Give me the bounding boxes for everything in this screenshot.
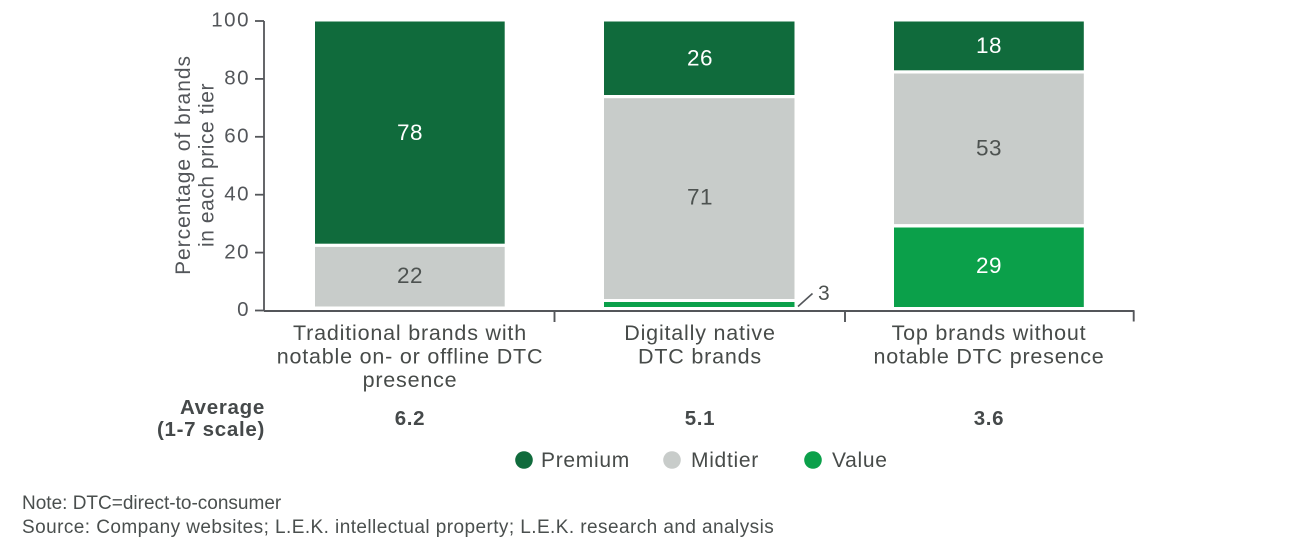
- svg-text:Value: Value: [832, 449, 888, 472]
- svg-text:Traditional brands with: Traditional brands with: [293, 321, 527, 345]
- svg-text:29: 29: [976, 253, 1002, 278]
- svg-text:3.6: 3.6: [974, 407, 1005, 430]
- svg-text:notable DTC presence: notable DTC presence: [873, 345, 1104, 369]
- svg-text:Digitally native: Digitally native: [624, 321, 775, 345]
- svg-text:Source: Company websites; L.E.: Source: Company websites; L.E.K. intelle…: [22, 517, 774, 538]
- svg-text:(1-7 scale): (1-7 scale): [157, 418, 265, 441]
- svg-text:Top brands without: Top brands without: [892, 321, 1087, 345]
- svg-text:26: 26: [687, 46, 713, 71]
- svg-text:3: 3: [818, 282, 830, 305]
- svg-text:Percentage of brands: Percentage of brands: [172, 55, 195, 275]
- svg-text:presence: presence: [363, 368, 458, 392]
- svg-text:78: 78: [397, 120, 423, 145]
- svg-text:100: 100: [211, 9, 250, 32]
- svg-text:Average: Average: [180, 396, 265, 419]
- svg-text:in each price tier: in each price tier: [196, 83, 219, 247]
- svg-text:Note: DTC=direct-to-consumer: Note: DTC=direct-to-consumer: [22, 493, 282, 514]
- svg-text:40: 40: [224, 182, 250, 205]
- svg-text:0: 0: [237, 298, 250, 321]
- svg-text:Premium: Premium: [541, 449, 630, 472]
- svg-text:22: 22: [397, 263, 423, 288]
- svg-text:18: 18: [976, 33, 1002, 58]
- svg-text:DTC brands: DTC brands: [638, 345, 762, 369]
- svg-text:6.2: 6.2: [395, 407, 426, 430]
- svg-text:53: 53: [976, 136, 1002, 161]
- svg-text:Midtier: Midtier: [691, 449, 759, 472]
- svg-text:notable on- or offline DTC: notable on- or offline DTC: [277, 345, 544, 369]
- svg-text:5.1: 5.1: [685, 407, 716, 430]
- svg-text:71: 71: [687, 185, 713, 210]
- svg-text:80: 80: [224, 67, 250, 90]
- svg-text:60: 60: [224, 125, 250, 148]
- svg-text:20: 20: [224, 240, 250, 263]
